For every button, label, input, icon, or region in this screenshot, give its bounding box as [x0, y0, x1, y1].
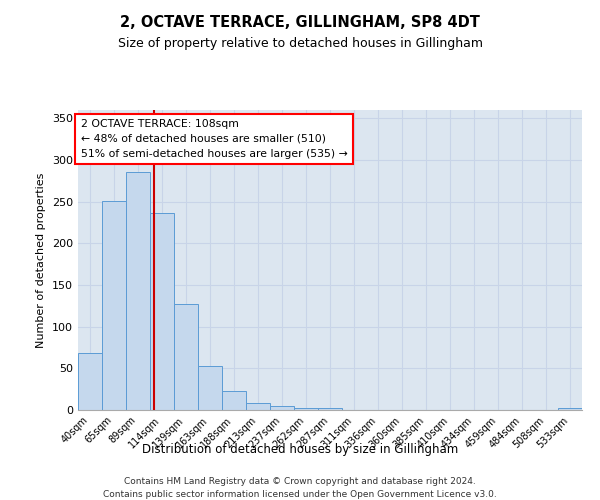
- Bar: [294, 408, 318, 410]
- Bar: [78, 354, 102, 410]
- Text: 2, OCTAVE TERRACE, GILLINGHAM, SP8 4DT: 2, OCTAVE TERRACE, GILLINGHAM, SP8 4DT: [120, 15, 480, 30]
- Bar: [102, 201, 126, 410]
- Bar: [318, 408, 342, 410]
- Text: 2 OCTAVE TERRACE: 108sqm
← 48% of detached houses are smaller (510)
51% of semi-: 2 OCTAVE TERRACE: 108sqm ← 48% of detach…: [80, 119, 347, 158]
- Bar: [270, 406, 294, 410]
- Text: Size of property relative to detached houses in Gillingham: Size of property relative to detached ho…: [118, 38, 482, 51]
- Bar: [150, 212, 174, 410]
- Text: Distribution of detached houses by size in Gillingham: Distribution of detached houses by size …: [142, 442, 458, 456]
- Text: Contains public sector information licensed under the Open Government Licence v3: Contains public sector information licen…: [103, 490, 497, 499]
- Text: Contains HM Land Registry data © Crown copyright and database right 2024.: Contains HM Land Registry data © Crown c…: [124, 478, 476, 486]
- Y-axis label: Number of detached properties: Number of detached properties: [37, 172, 46, 348]
- Bar: [174, 304, 198, 410]
- Bar: [126, 172, 150, 410]
- Bar: [246, 402, 270, 410]
- Bar: [198, 366, 222, 410]
- Bar: [222, 391, 246, 410]
- Bar: [558, 408, 582, 410]
